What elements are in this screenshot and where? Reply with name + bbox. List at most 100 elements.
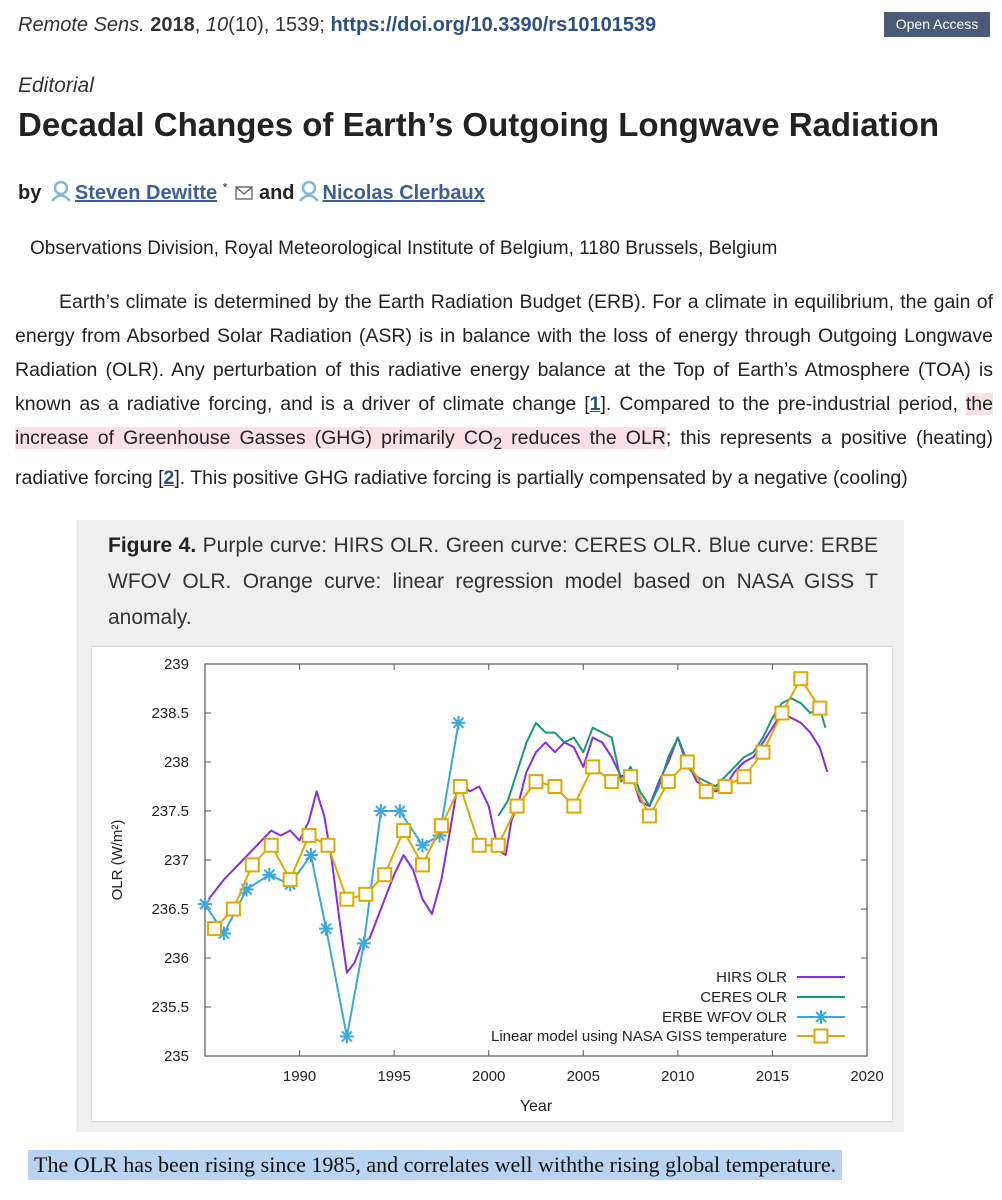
data-point <box>679 754 695 770</box>
data-point <box>262 867 277 882</box>
data-point <box>566 798 582 814</box>
data-point <box>717 779 733 794</box>
figure-caption-text: Purple curve: HIRS OLR. Green curve: CER… <box>108 534 878 629</box>
data-point <box>793 671 809 687</box>
data-point <box>755 744 771 760</box>
legend-label: HIRS OLR <box>716 969 787 986</box>
affiliation: Observations Division, Royal Meteorologi… <box>30 238 778 259</box>
data-point <box>373 804 388 818</box>
data-point <box>490 837 506 853</box>
y-tick-label: 236.5 <box>151 901 189 918</box>
data-point <box>451 715 466 730</box>
data-point <box>547 779 563 794</box>
body-text-2: ]. Compared to the pre-industrial period… <box>600 393 966 415</box>
y-tick-label: 235 <box>164 1048 189 1065</box>
person-icon[interactable] <box>298 180 320 208</box>
subscript-2: 2 <box>493 434 503 453</box>
data-point <box>698 783 714 799</box>
data-point <box>736 769 752 785</box>
author-nicolas-clerbaux[interactable]: Nicolas Clerbaux <box>322 182 485 204</box>
y-tick-label: 238.5 <box>151 705 189 722</box>
x-tick-label: 1990 <box>283 1068 316 1085</box>
data-point <box>774 705 790 721</box>
x-tick-label: 2015 <box>756 1068 789 1085</box>
open-access-badge[interactable]: Open Access <box>884 12 990 37</box>
body-text-1: Earth’s climate is determined by the Ear… <box>15 291 993 415</box>
body-text-3: ; this represents a positive (heating) r… <box>15 427 993 489</box>
data-point <box>301 828 317 843</box>
data-point <box>509 798 525 814</box>
data-point <box>377 867 393 883</box>
data-point <box>415 838 430 853</box>
data-point <box>604 774 620 790</box>
data-point <box>319 921 334 936</box>
y-tick-label: 239 <box>164 656 189 673</box>
series-line-1 <box>497 697 827 817</box>
mail-icon[interactable] <box>235 183 253 206</box>
data-point <box>396 823 412 839</box>
volume: 10 <box>205 14 229 36</box>
highlight-part-2: reduces the OLR <box>502 427 666 449</box>
y-tick-label: 237.5 <box>151 803 189 820</box>
figure-label: Figure 4. <box>108 534 197 557</box>
data-point <box>339 891 355 907</box>
data-point <box>339 1029 354 1044</box>
data-point <box>641 808 657 824</box>
data-point <box>452 779 468 794</box>
data-point <box>433 818 449 834</box>
series-line-2 <box>204 722 460 1038</box>
y-tick-label: 236 <box>164 950 189 967</box>
data-point <box>263 837 279 853</box>
by-label: by <box>18 182 42 204</box>
data-point <box>471 837 487 853</box>
data-point <box>585 759 601 775</box>
reference-link-2[interactable]: 2 <box>163 466 175 489</box>
figure-caption: Figure 4. Purple curve: HIRS OLR. Green … <box>108 528 878 636</box>
data-point <box>198 897 212 912</box>
article-title: Decadal Changes of Earth’s Outgoing Long… <box>18 106 940 143</box>
legend-marker <box>813 1028 829 1044</box>
x-axis-label: Year <box>520 1098 553 1115</box>
body-text-4: ]. This positive GHG radiative forcing i… <box>174 466 908 489</box>
reference-link-1[interactable]: 1 <box>589 393 601 415</box>
y-axis-label: OLR (W/m²) <box>109 820 126 901</box>
issue-pages: (10), 1539; <box>228 14 325 36</box>
journal-name: Remote Sens. <box>18 14 145 36</box>
x-tick-label: 2000 <box>472 1068 505 1085</box>
legend-label: ERBE WFOV OLR <box>662 1009 787 1026</box>
body-paragraph: Earth’s climate is determined by the Ear… <box>15 285 993 495</box>
legend-label: CERES OLR <box>700 989 787 1006</box>
and-label: and <box>258 182 295 204</box>
byline: by Steven Dewitte * and Nicolas Clerbaux <box>18 180 485 208</box>
data-point <box>660 774 676 790</box>
highlight-part-1: the increase of Greenhouse Gasses (GHG) … <box>15 393 993 449</box>
data-point <box>392 804 407 818</box>
data-point <box>358 886 374 902</box>
data-point <box>303 848 318 863</box>
x-tick-label: 2020 <box>850 1068 883 1085</box>
data-point <box>244 857 260 873</box>
x-tick-label: 2010 <box>661 1068 694 1085</box>
y-tick-label: 237 <box>164 852 189 869</box>
chart-panel: 1990 1995 2000 2005 2010 2015 2020 235 235.5 236 2… <box>91 646 893 1122</box>
doi-link[interactable]: https://doi.org/10.3390/rs10101539 <box>330 14 657 36</box>
separator: , <box>194 14 206 36</box>
x-tick-label: 1995 <box>377 1068 410 1085</box>
article-type: Editorial <box>18 74 94 97</box>
summary-caption: The OLR has been rising since 1985, and … <box>28 1150 843 1180</box>
data-point <box>528 774 544 790</box>
y-tick-label: 235.5 <box>151 999 189 1016</box>
data-point <box>282 872 298 888</box>
data-point <box>320 837 336 853</box>
legend-marker <box>814 1010 828 1024</box>
person-icon[interactable] <box>50 180 72 208</box>
author-steven-dewitte[interactable]: Steven Dewitte <box>74 182 218 204</box>
y-tick-label: 238 <box>164 754 189 771</box>
figure: Figure 4. Purple curve: HIRS OLR. Green … <box>76 520 904 1132</box>
x-tick-label: 2005 <box>567 1068 600 1085</box>
corresponding-marker: * <box>222 180 228 195</box>
data-point <box>206 921 222 937</box>
data-point <box>225 901 241 917</box>
data-point <box>812 700 828 716</box>
data-point <box>356 936 371 951</box>
